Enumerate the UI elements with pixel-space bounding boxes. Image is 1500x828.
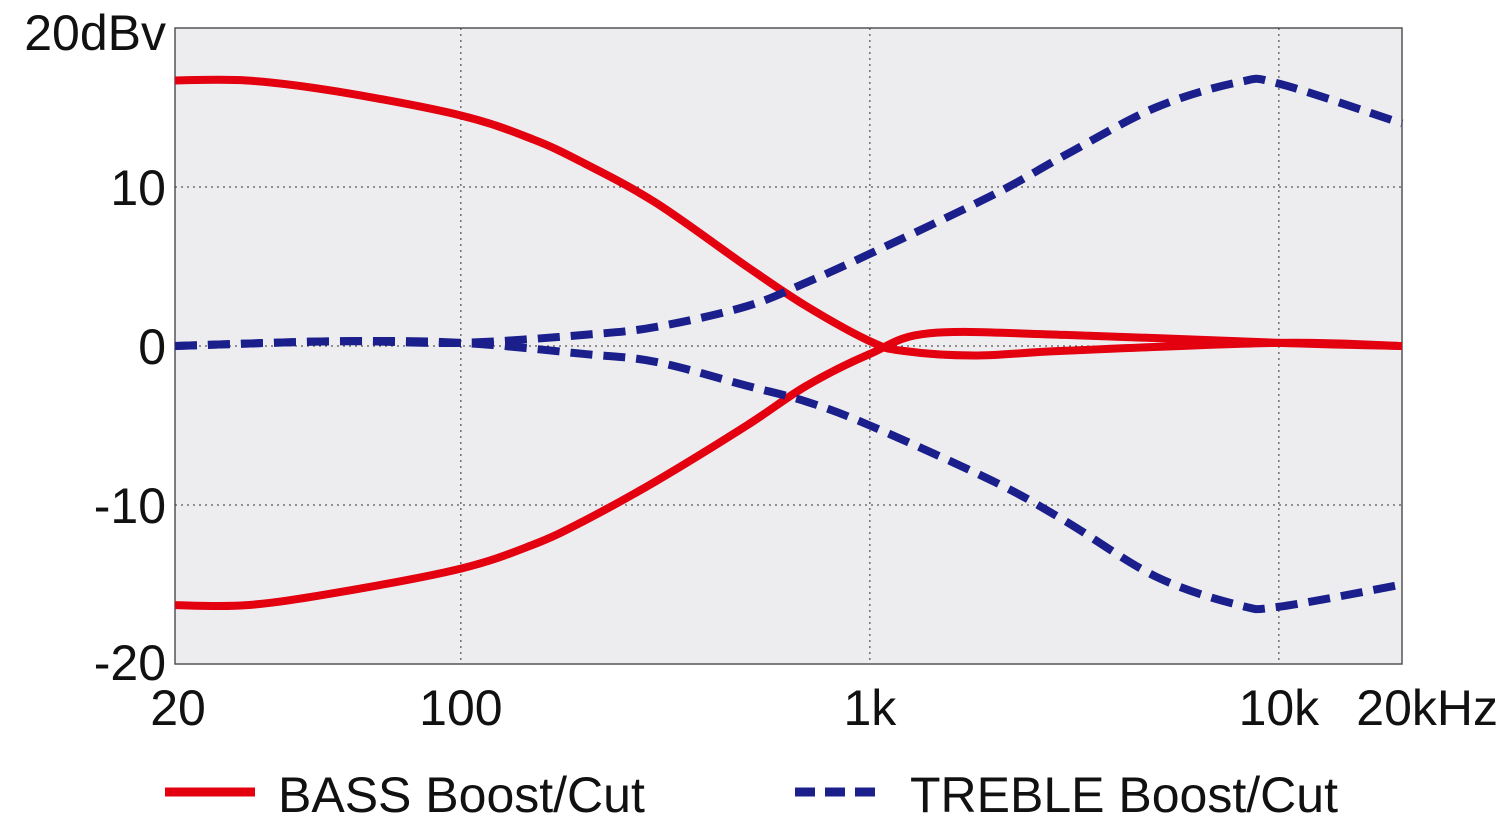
series-lines	[174, 74, 1404, 614]
x-tick-label: 100	[419, 680, 502, 736]
x-tick-label: 10k	[1239, 680, 1321, 736]
series-line-bass-0	[174, 75, 1403, 360]
series-line-treble-3	[174, 336, 1403, 614]
y-tick-label: 0	[138, 319, 166, 375]
legend-label-treble: TREBLE Boost/Cut	[910, 767, 1338, 823]
y-tick-label: -10	[94, 478, 166, 534]
y-tick-label: 20dBv	[24, 5, 166, 61]
legend-label-bass: BASS Boost/Cut	[278, 767, 645, 823]
y-tick-label: 10	[110, 160, 166, 216]
legend: BASS Boost/Cut TREBLE Boost/Cut	[165, 767, 1338, 823]
x-axis-ticks: 20 100 1k 10k 20kHz	[150, 680, 1498, 736]
y-tick-label: -20	[94, 635, 166, 691]
x-tick-label: 20kHz	[1356, 680, 1498, 736]
series-line-bass-1	[174, 327, 1403, 611]
x-tick-label: 1k	[843, 680, 897, 736]
y-axis-ticks: 20dBv 10 0 -10 -20	[24, 5, 166, 691]
x-tick-label: 20	[150, 680, 206, 736]
